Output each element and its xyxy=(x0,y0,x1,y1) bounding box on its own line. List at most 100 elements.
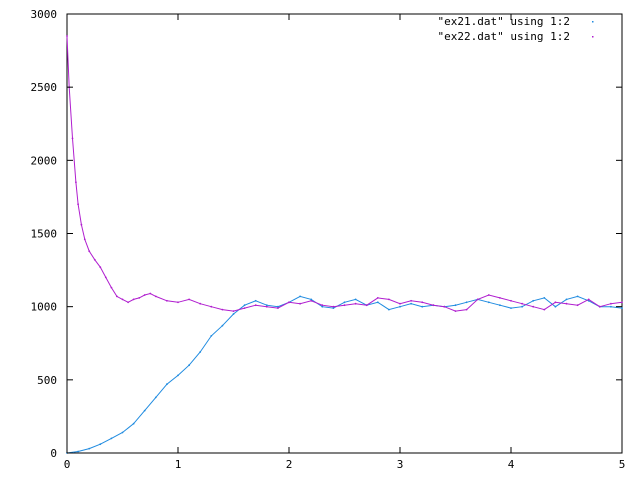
series-layer xyxy=(66,35,623,454)
data-point xyxy=(554,301,557,304)
data-point xyxy=(99,443,102,446)
data-point xyxy=(132,298,135,301)
data-point xyxy=(621,307,623,309)
data-point xyxy=(116,295,118,298)
legend-label-ex22: "ex22.dat" using 1:2 xyxy=(438,30,570,43)
data-point xyxy=(521,302,523,305)
x-tick-label: 4 xyxy=(508,458,515,471)
series-ex21 xyxy=(66,295,623,454)
data-point xyxy=(299,302,301,305)
data-point xyxy=(288,301,290,304)
data-point xyxy=(221,324,224,327)
data-point xyxy=(487,294,490,296)
data-point xyxy=(576,304,579,307)
x-tick-label: 3 xyxy=(397,458,404,471)
data-point xyxy=(88,250,91,253)
data-point xyxy=(354,302,357,305)
data-point xyxy=(265,304,268,307)
data-point xyxy=(587,299,590,302)
data-point xyxy=(310,298,313,301)
y-tick-label: 2000 xyxy=(31,154,58,167)
data-point xyxy=(476,298,479,301)
data-point xyxy=(310,299,313,302)
data-point xyxy=(88,447,91,450)
data-point xyxy=(399,305,401,308)
y-tick-label: 0 xyxy=(50,447,57,460)
data-point xyxy=(521,305,523,308)
data-point xyxy=(83,238,86,241)
y-tick-label: 3000 xyxy=(31,8,58,21)
data-point xyxy=(104,276,107,279)
data-point xyxy=(376,297,379,299)
data-point xyxy=(299,295,301,298)
series-line xyxy=(66,295,623,454)
data-point xyxy=(587,298,590,301)
data-point xyxy=(543,308,546,311)
data-point xyxy=(499,297,501,299)
data-point xyxy=(210,305,213,308)
y-tick-label: 1500 xyxy=(31,228,58,241)
data-point xyxy=(243,304,246,307)
data-point xyxy=(254,299,257,302)
data-point xyxy=(343,304,346,307)
x-tick-label: 0 xyxy=(64,458,71,471)
data-point xyxy=(388,308,390,311)
data-point xyxy=(75,181,77,184)
data-point xyxy=(265,305,268,308)
data-point xyxy=(598,305,601,308)
series-ex22 xyxy=(66,35,623,312)
data-point xyxy=(149,292,152,295)
data-point xyxy=(432,304,435,307)
data-point xyxy=(532,299,535,302)
data-point xyxy=(565,302,568,305)
data-point xyxy=(99,266,102,269)
data-point xyxy=(143,409,146,412)
legend: "ex21.dat" using 1:2 "ex22.dat" using 1:… xyxy=(438,15,594,43)
data-point xyxy=(77,203,79,206)
data-point xyxy=(80,223,83,226)
data-point xyxy=(277,305,279,308)
data-point xyxy=(343,301,346,304)
data-point xyxy=(332,307,335,309)
data-point xyxy=(621,301,623,304)
data-point xyxy=(532,305,535,308)
data-point xyxy=(166,299,168,302)
x-tick-label: 2 xyxy=(286,458,293,471)
data-point xyxy=(210,335,213,337)
data-point xyxy=(93,258,96,261)
data-point xyxy=(510,307,512,309)
data-point xyxy=(277,307,279,309)
data-point xyxy=(254,304,257,307)
data-point xyxy=(121,431,124,434)
data-point xyxy=(243,307,246,309)
y-tick-label: 2500 xyxy=(31,81,58,94)
x-tick-label: 5 xyxy=(619,458,626,471)
data-point xyxy=(232,310,235,312)
data-point xyxy=(138,297,141,299)
legend-label-ex21: "ex21.dat" using 1:2 xyxy=(438,15,570,28)
data-point xyxy=(321,304,324,307)
data-point xyxy=(410,302,412,305)
data-point xyxy=(332,305,335,308)
data-point xyxy=(321,305,324,308)
series-line xyxy=(66,35,623,312)
data-point xyxy=(510,299,512,302)
data-point xyxy=(554,305,557,308)
data-point xyxy=(487,301,490,304)
data-point xyxy=(465,301,468,304)
data-point xyxy=(376,301,379,304)
data-point xyxy=(71,137,74,140)
data-point xyxy=(443,305,446,308)
data-point xyxy=(143,294,146,296)
data-point xyxy=(154,295,157,298)
data-point xyxy=(199,351,202,353)
data-point xyxy=(177,301,179,304)
legend-marker xyxy=(592,21,594,23)
data-point xyxy=(576,295,579,298)
data-point xyxy=(154,396,157,399)
axes-layer: 0 1 2 3 4 5 0 500 1000 1500 2000 2500 3000 xyxy=(31,8,626,471)
data-point xyxy=(399,302,401,305)
data-point xyxy=(610,305,612,308)
data-point xyxy=(610,302,612,305)
